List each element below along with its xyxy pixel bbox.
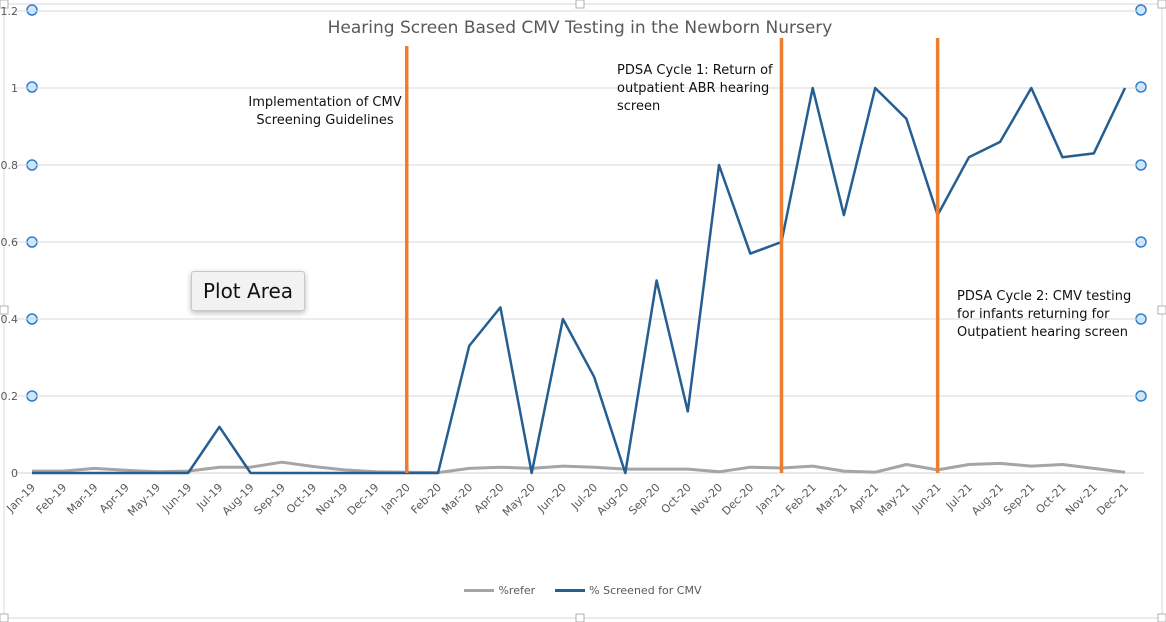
annotation-line-text: Screening Guidelines xyxy=(256,113,394,128)
annotation-line-text: Implementation of CMV xyxy=(248,95,401,110)
annotation-text: PDSA Cycle 2: CMV testing for infants ret… xyxy=(957,289,1131,340)
legend-swatch xyxy=(464,589,495,592)
legend-swatch xyxy=(555,589,586,592)
annotation-line-text: PDSA Cycle 2: CMV testing xyxy=(957,289,1131,304)
y-tick-label: 0.6 xyxy=(1,236,19,249)
legend-label: % Screened for CMV xyxy=(589,584,702,597)
resize-handle xyxy=(1157,0,1166,9)
annotation-line-text: PDSA Cycle 1: Return of xyxy=(617,63,773,78)
annotations: Implementation of CMV Screening Guideline… xyxy=(248,38,1131,473)
resize-handle xyxy=(1157,305,1166,315)
resize-handle xyxy=(0,305,9,315)
y-tick-label: 0 xyxy=(11,467,18,480)
y-axis-ticks: 0 0.2 0.4 0.6 0.8 1 1.2 xyxy=(1,5,19,480)
resize-handle xyxy=(0,613,9,622)
annotation-text: PDSA Cycle 1: Return of outpatient ABR he… xyxy=(617,63,773,114)
legend-label: %refer xyxy=(498,584,536,597)
y-tick-label: 1.2 xyxy=(1,5,19,18)
chart-border xyxy=(3,3,1163,619)
selection-handle xyxy=(26,4,38,16)
y-tick-label: 0.8 xyxy=(1,159,19,172)
y-tick-label: 0.4 xyxy=(1,313,19,326)
resize-handle xyxy=(1157,613,1166,622)
annotation-text: Implementation of CMV Screening Guideline… xyxy=(248,95,401,128)
legend-item: % Screened for CMV xyxy=(555,584,702,597)
annotation-line-text: screen xyxy=(617,99,660,114)
chart-title: Hearing Screen Based CMV Testing in the … xyxy=(328,18,833,38)
chart-legend: %refer % Screened for CMV xyxy=(0,584,1166,597)
gridlines xyxy=(15,10,1144,474)
annotation-line-text: outpatient ABR hearing xyxy=(617,81,769,96)
y-tick-label: 1 xyxy=(11,82,18,95)
series-line xyxy=(32,86,1127,475)
annotation-line-text: for infants returning for xyxy=(957,307,1110,322)
legend-item: %refer xyxy=(464,584,535,597)
resize-handle xyxy=(575,0,585,9)
selection-handle xyxy=(1135,81,1147,93)
selection-handle xyxy=(26,81,38,93)
annotation-line-text: Outpatient hearing screen xyxy=(957,325,1128,340)
series-lines xyxy=(32,86,1127,475)
series-line xyxy=(32,460,1126,475)
y-tick-label: 0.2 xyxy=(1,390,19,403)
plot-area-tooltip: Plot Area xyxy=(191,271,305,311)
resize-handle xyxy=(575,613,585,622)
selection-handle xyxy=(1135,4,1147,16)
resize-handle xyxy=(0,0,9,9)
